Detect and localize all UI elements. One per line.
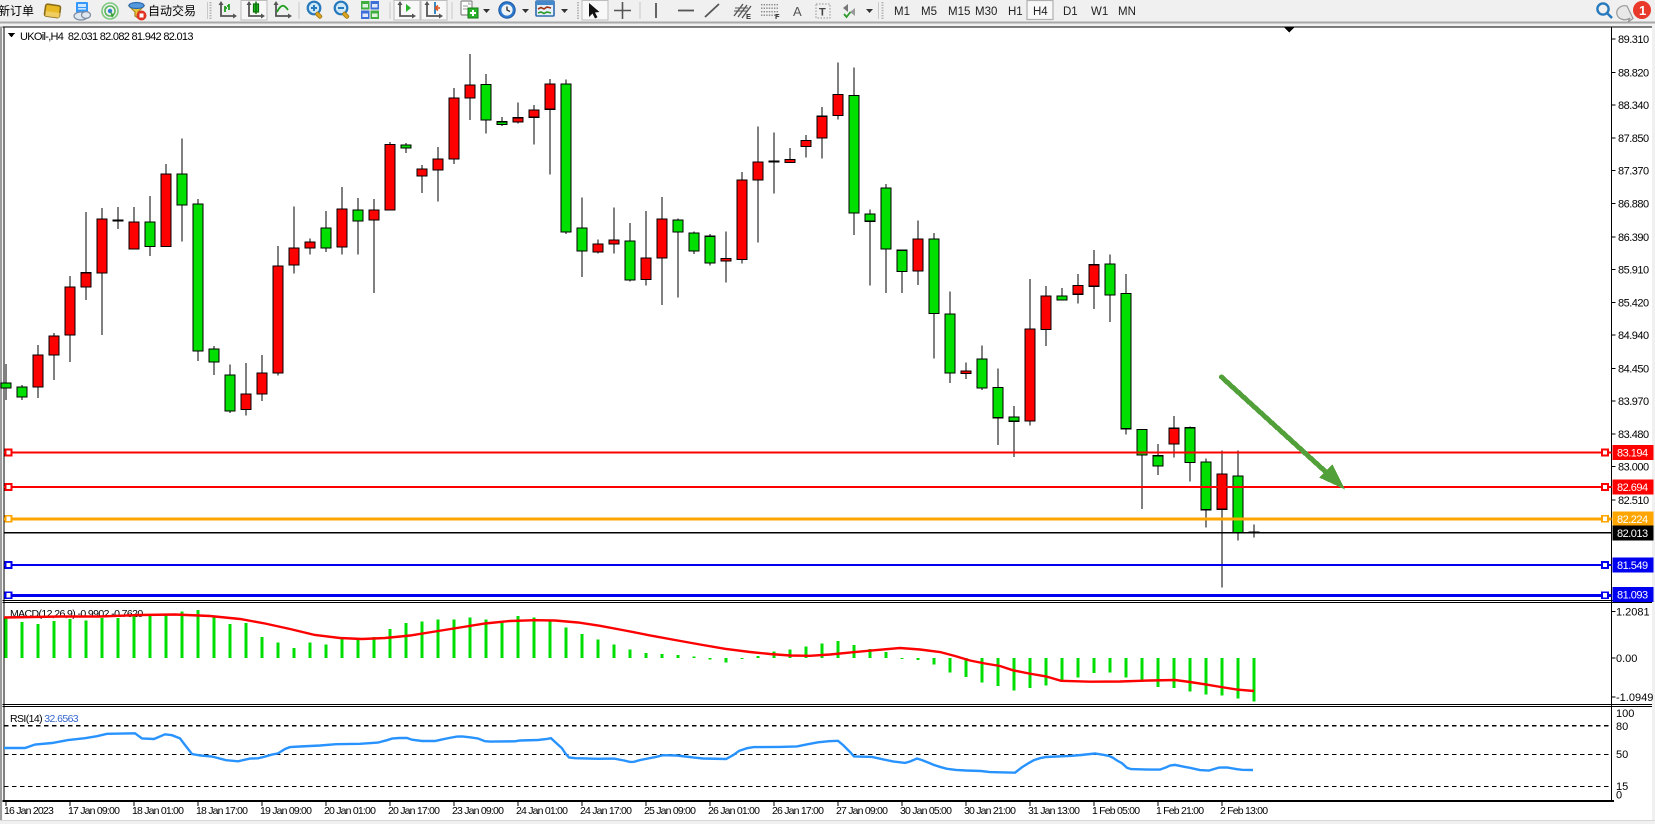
svg-text:85.910: 85.910 (1618, 264, 1649, 276)
svg-text:M1: M1 (894, 6, 910, 18)
svg-text:2 Feb 13:00: 2 Feb 13:00 (1220, 805, 1268, 817)
svg-text:自动交易: 自动交易 (148, 3, 196, 18)
svg-text:18 Jan 17:00: 18 Jan 17:00 (196, 805, 248, 817)
svg-text:1.2081: 1.2081 (1616, 607, 1650, 619)
svg-text:82.510: 82.510 (1618, 495, 1649, 507)
svg-text:26 Jan 01:00: 26 Jan 01:00 (708, 805, 760, 817)
svg-text:31 Jan 13:00: 31 Jan 13:00 (1028, 805, 1080, 817)
svg-text:27 Jan 09:00: 27 Jan 09:00 (836, 805, 888, 817)
svg-text:20 Jan 17:00: 20 Jan 17:00 (388, 805, 440, 817)
svg-text:F: F (775, 12, 780, 21)
svg-text:M30: M30 (975, 6, 997, 18)
svg-text:M5: M5 (921, 6, 937, 18)
svg-text:H1: H1 (1008, 6, 1023, 18)
svg-text:83.194: 83.194 (1617, 448, 1648, 460)
svg-text:0: 0 (1616, 790, 1622, 802)
svg-text:26 Jan 17:00: 26 Jan 17:00 (772, 805, 824, 817)
svg-text:新订单: 新订单 (0, 3, 34, 18)
svg-text:85.420: 85.420 (1618, 298, 1649, 310)
svg-text:E: E (746, 12, 751, 21)
svg-text:A: A (793, 4, 802, 19)
svg-text:86.390: 86.390 (1618, 232, 1649, 244)
svg-text:50: 50 (1616, 749, 1628, 761)
svg-text:84.940: 84.940 (1618, 330, 1649, 342)
svg-text:83.000: 83.000 (1618, 462, 1649, 474)
svg-text:16 Jan 2023: 16 Jan 2023 (4, 805, 54, 817)
svg-text:D1: D1 (1063, 6, 1078, 18)
svg-text:T: T (819, 7, 826, 19)
svg-text:82.694: 82.694 (1617, 482, 1648, 494)
svg-text:81.093: 81.093 (1617, 590, 1648, 602)
svg-text:25 Jan 09:00: 25 Jan 09:00 (644, 805, 696, 817)
svg-text:83.480: 83.480 (1618, 429, 1649, 441)
svg-text:88.340: 88.340 (1618, 100, 1649, 112)
svg-text:19 Jan 09:00: 19 Jan 09:00 (260, 805, 312, 817)
svg-text:87.850: 87.850 (1618, 133, 1649, 145)
svg-text:15: 15 (1616, 781, 1628, 793)
svg-text:80: 80 (1616, 721, 1628, 733)
svg-text:17 Jan 09:00: 17 Jan 09:00 (68, 805, 120, 817)
svg-text:83.970: 83.970 (1618, 396, 1649, 408)
svg-text:H4: H4 (1033, 6, 1048, 18)
svg-text:81.549: 81.549 (1617, 560, 1648, 572)
svg-text:100: 100 (1616, 708, 1634, 720)
svg-text:30 Jan 05:00: 30 Jan 05:00 (900, 805, 952, 817)
svg-text:UKOil-,H4 82.031 82.082 81.94: UKOil-,H4 82.031 82.082 81.942 82.013 (20, 31, 193, 43)
svg-text:87.370: 87.370 (1618, 166, 1649, 178)
svg-text:88.820: 88.820 (1618, 67, 1649, 79)
svg-text:20 Jan 01:00: 20 Jan 01:00 (324, 805, 376, 817)
svg-text:84.450: 84.450 (1618, 363, 1649, 375)
svg-text:82.224: 82.224 (1617, 514, 1648, 526)
svg-text:MN: MN (1118, 6, 1136, 18)
svg-text:RSI(14) 32.6563: RSI(14) 32.6563 (10, 713, 79, 725)
svg-text:24 Jan 01:00: 24 Jan 01:00 (516, 805, 568, 817)
svg-text:86.880: 86.880 (1618, 199, 1649, 211)
svg-text:23 Jan 09:00: 23 Jan 09:00 (452, 805, 504, 817)
svg-text:30 Jan 21:00: 30 Jan 21:00 (964, 805, 1016, 817)
svg-text:1 Feb 21:00: 1 Feb 21:00 (1156, 805, 1204, 817)
svg-text:M15: M15 (948, 6, 970, 18)
svg-text:18 Jan 01:00: 18 Jan 01:00 (132, 805, 184, 817)
svg-text:-1.0949: -1.0949 (1616, 692, 1653, 704)
svg-text:24 Jan 17:00: 24 Jan 17:00 (580, 805, 632, 817)
svg-text:1 Feb 05:00: 1 Feb 05:00 (1092, 805, 1140, 817)
svg-text:0.00: 0.00 (1616, 653, 1637, 665)
svg-text:1: 1 (1639, 3, 1646, 18)
svg-text:82.013: 82.013 (1617, 528, 1648, 540)
svg-text:89.310: 89.310 (1618, 34, 1649, 46)
svg-text:W1: W1 (1091, 6, 1108, 18)
